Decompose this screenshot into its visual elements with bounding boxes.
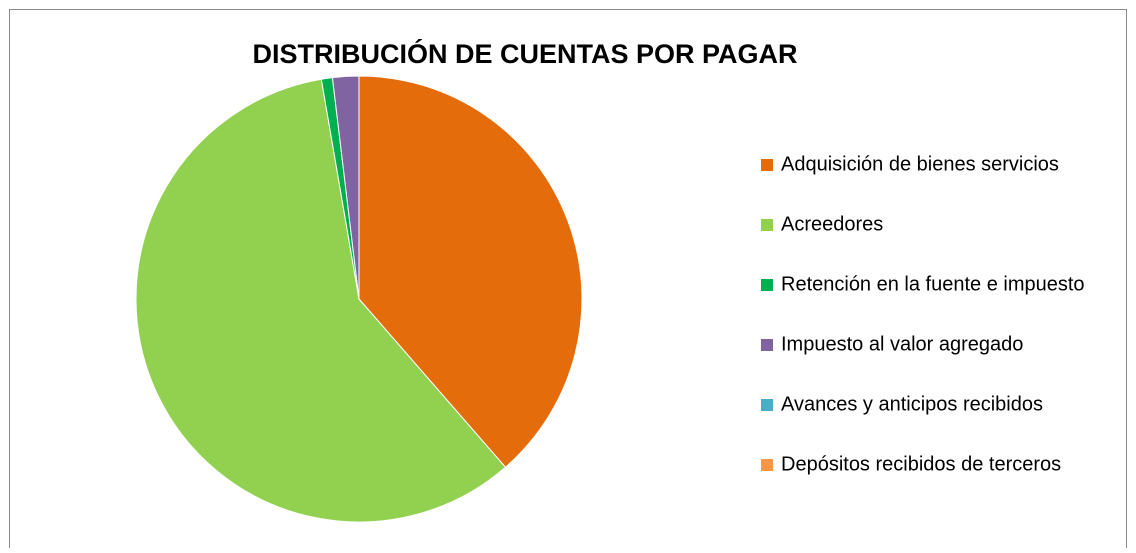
- legend-label: Retención en la fuente e impuesto: [781, 273, 1085, 295]
- legend-swatch: [761, 219, 773, 231]
- pie-slice: [135, 78, 507, 523]
- legend-label: Depósitos recibidos de terceros: [781, 453, 1061, 475]
- chart-title: DISTRIBUCIÓN DE CUENTAS POR PAGAR: [252, 38, 797, 69]
- legend-label: Adquisición de bienes servicios: [781, 153, 1059, 175]
- legend-swatch: [761, 279, 773, 291]
- pie-slice: [331, 75, 360, 300]
- legend-label: Acreedores: [781, 213, 883, 235]
- legend-swatch: [761, 339, 773, 351]
- legend-label: Avances y anticipos recibidos: [781, 393, 1043, 415]
- legend-swatch: [761, 399, 773, 411]
- legend-label: Impuesto al valor agregado: [781, 333, 1023, 355]
- legend-swatch: [761, 459, 773, 471]
- legend-swatch: [761, 159, 773, 171]
- pie-slice: [358, 75, 583, 468]
